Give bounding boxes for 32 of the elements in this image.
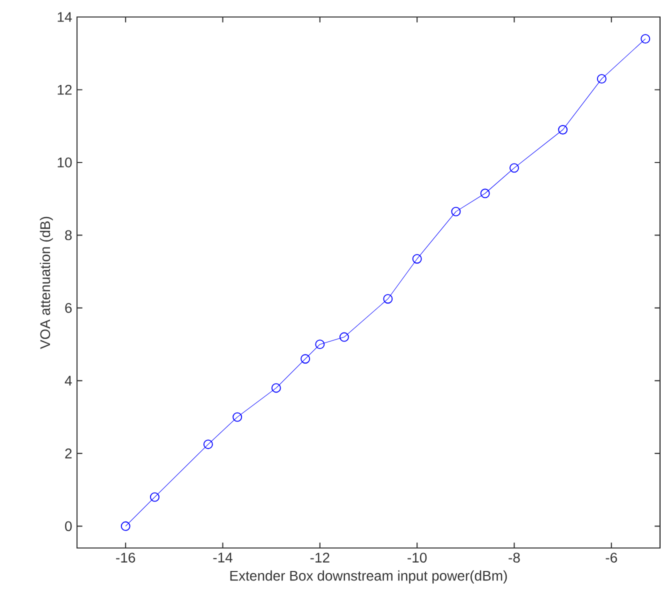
point [596,74,606,84]
x-tick-label: -16 [116,552,136,563]
point [271,383,281,393]
y-tick-label: 4 [64,376,72,386]
point [558,125,568,134]
point [315,340,325,350]
point [480,188,490,198]
y-tick-label: 6 [65,303,72,313]
x-tick-label: -6 [606,552,618,563]
x-axis-title: Extender Box downstream input power(dBm) [230,570,507,584]
y-tick-label: 10 [58,158,72,168]
point [232,412,242,422]
y-tick-label: 0 [65,521,72,532]
x-tick-label: -12 [310,552,330,562]
x-tick-label: -10 [408,552,427,563]
y-axis-title: VOA attenuation (dB) [40,216,53,349]
point [300,354,310,364]
x-tick-label: -8 [508,552,520,563]
point [203,440,213,450]
point [640,34,650,44]
y-tick-label: 2 [65,448,72,458]
y-tick-label: 12 [58,84,72,95]
y-tick-label: 8 [65,230,72,240]
point [451,206,461,216]
point [339,332,349,342]
point [412,254,422,264]
point [510,163,519,173]
point [383,294,393,304]
x-tick-label: -14 [213,552,232,562]
y-tick-label: 14 [58,12,72,22]
point [120,521,130,531]
point [150,492,160,502]
